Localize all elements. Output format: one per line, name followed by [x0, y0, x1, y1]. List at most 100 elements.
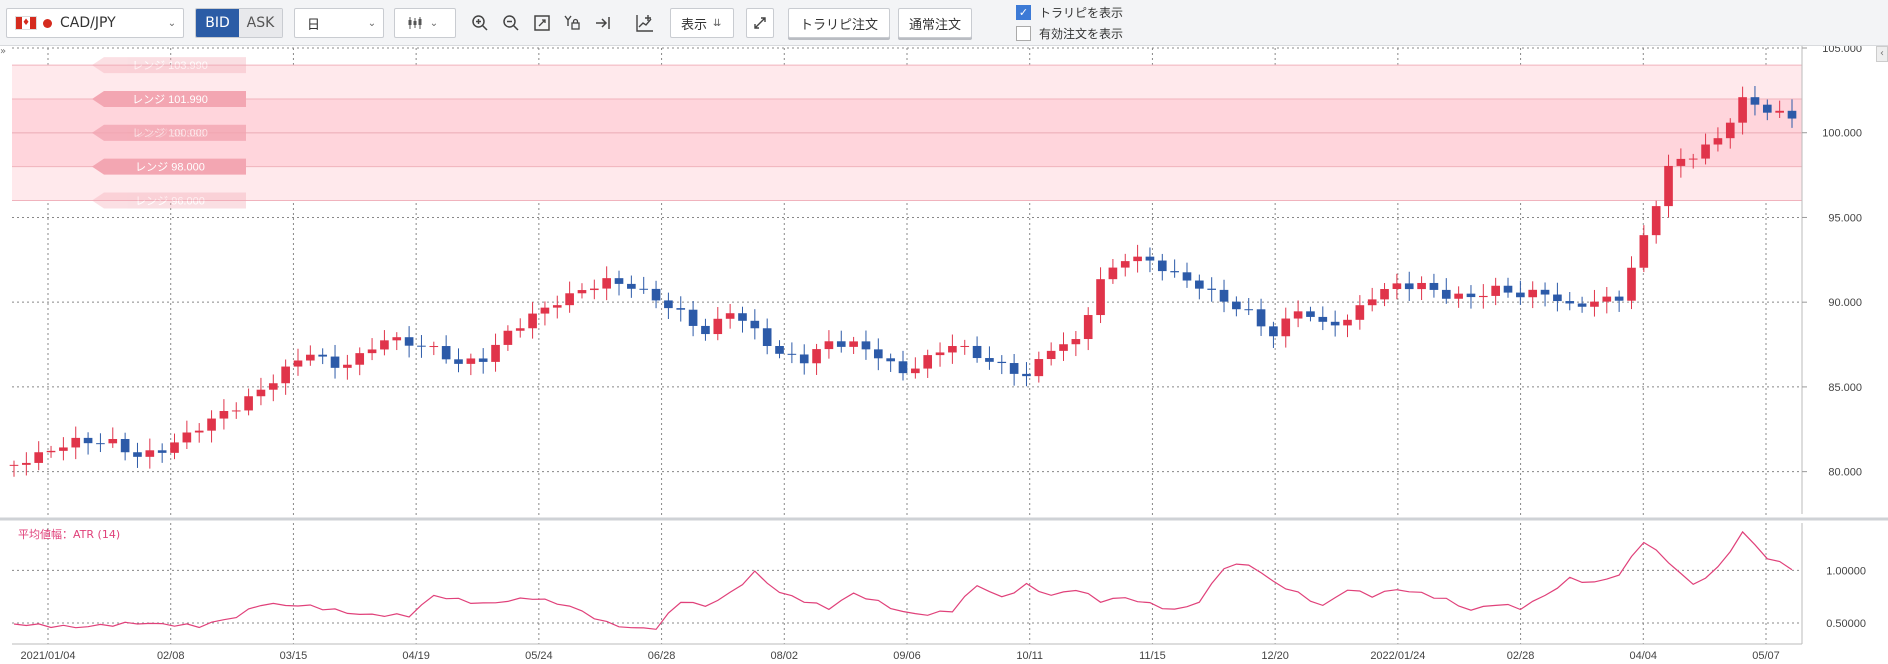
candle-body: [1478, 295, 1488, 298]
candle: [392, 332, 402, 351]
candle-body: [1602, 296, 1612, 302]
candle: [985, 346, 994, 370]
display-menu[interactable]: 表示 ⇊: [670, 8, 734, 38]
candle-body: [170, 442, 179, 453]
normal-order-button[interactable]: 通常注文: [898, 8, 972, 38]
trailing-order-button[interactable]: トラリピ注文: [788, 8, 890, 38]
candle: [145, 438, 155, 469]
candle: [664, 292, 673, 320]
candle-body: [1651, 206, 1661, 236]
candle-body: [1269, 326, 1278, 337]
candle: [836, 330, 846, 353]
candle: [997, 355, 1007, 375]
candle: [1195, 274, 1204, 300]
candle-body: [565, 293, 574, 306]
candle-body: [1775, 110, 1784, 113]
candle: [22, 452, 31, 476]
candle-body: [1059, 344, 1068, 351]
time-tick-label: 02/08: [157, 650, 185, 662]
candle: [935, 342, 945, 367]
expand-left-panel-icon[interactable]: »: [0, 46, 7, 57]
candle: [318, 348, 328, 365]
candle-body: [380, 340, 389, 350]
candle-body: [762, 328, 772, 347]
candle: [528, 302, 537, 339]
candle-body: [750, 320, 760, 329]
candle: [256, 377, 266, 406]
candle-body: [306, 354, 315, 361]
candle: [1553, 282, 1562, 312]
candle-body: [367, 349, 377, 354]
candle: [552, 295, 562, 319]
candle-body: [466, 358, 476, 364]
candle: [1454, 286, 1463, 308]
candle-body: [873, 349, 883, 359]
show-orders-row[interactable]: 有効注文を表示: [1016, 25, 1123, 42]
candle: [108, 427, 118, 448]
candle-body: [1083, 315, 1093, 340]
symbol-select[interactable]: ♦ CAD/JPY ⌄: [6, 8, 184, 38]
y-axis-lock-icon[interactable]: [559, 10, 585, 36]
candle-body: [701, 325, 710, 335]
add-indicator-icon[interactable]: [632, 10, 658, 36]
candle: [133, 442, 142, 468]
candle: [9, 460, 19, 477]
candle-body: [1577, 303, 1587, 307]
candle-body: [911, 368, 920, 374]
candle-body: [1701, 144, 1710, 159]
candle-body: [577, 290, 587, 294]
candle-body: [133, 452, 142, 457]
show-traripi-checkbox[interactable]: ✓: [1016, 5, 1031, 20]
candle: [1207, 277, 1217, 302]
candle: [1491, 277, 1500, 306]
candle: [1540, 282, 1550, 307]
price-tick-label: 80.000: [1828, 467, 1862, 479]
candle-body: [972, 345, 982, 359]
candle-body: [194, 430, 204, 433]
candle-body: [948, 346, 957, 353]
chart-type-select[interactable]: ⌄: [394, 8, 456, 38]
candle-body: [1503, 285, 1513, 293]
candle-body: [207, 418, 216, 431]
candles-layer: [9, 86, 1797, 477]
time-tick-label: 12/20: [1261, 650, 1289, 662]
show-traripi-row[interactable]: ✓ トラリピを表示: [1016, 4, 1123, 21]
period-select[interactable]: 日 ⌄: [294, 8, 384, 38]
candle-body: [318, 354, 328, 357]
candle: [1133, 244, 1142, 273]
candle: [1380, 283, 1389, 307]
ask-button[interactable]: ASK: [239, 9, 282, 37]
candle-body: [491, 344, 500, 362]
candle: [1355, 295, 1365, 330]
candle: [1330, 310, 1340, 337]
candle-body: [256, 389, 266, 397]
show-orders-checkbox[interactable]: [1016, 26, 1031, 41]
candle-body: [1256, 309, 1266, 327]
candle-body: [552, 305, 562, 308]
zoom-out-icon[interactable]: [498, 10, 524, 36]
candle-body: [1293, 311, 1303, 319]
candle: [417, 335, 426, 358]
zoom-in-icon[interactable]: [467, 10, 493, 36]
expand-icon: [754, 17, 766, 29]
candle-body: [1528, 289, 1538, 298]
range-tag-bg: [92, 91, 246, 108]
price-tick-label: 90.000: [1828, 297, 1862, 309]
candle-body: [330, 356, 340, 368]
scroll-to-latest-icon[interactable]: [590, 10, 616, 36]
atr-line: [13, 530, 1793, 630]
candle: [614, 270, 624, 296]
candle: [1145, 247, 1155, 273]
candle: [120, 432, 130, 461]
fullscreen-button[interactable]: [746, 8, 774, 38]
candle-body: [540, 307, 550, 314]
candle: [812, 343, 821, 375]
candle: [1046, 342, 1056, 366]
candle: [170, 433, 179, 460]
candle-body: [997, 361, 1007, 364]
bid-button[interactable]: BID: [196, 9, 239, 37]
fit-screen-icon[interactable]: [529, 10, 555, 36]
candle: [799, 344, 809, 375]
